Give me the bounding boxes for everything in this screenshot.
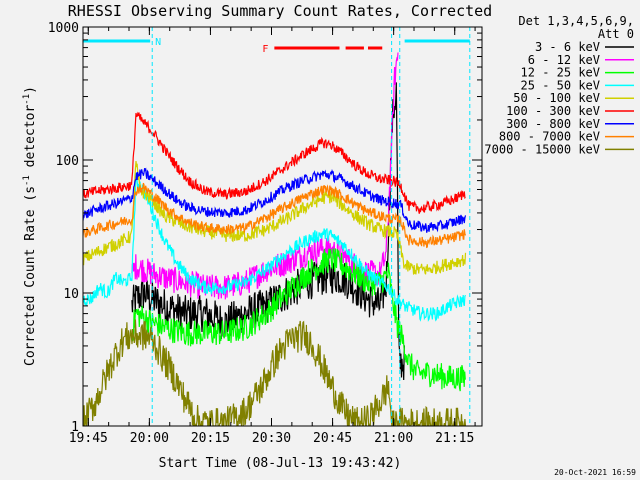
y-tick-label-2: 10 xyxy=(63,287,79,302)
x-tick-label-6: 21:00 xyxy=(374,431,413,446)
chart-title: RHESSI Observing Summary Count Rates, Co… xyxy=(68,2,492,20)
x-axis-label: Start Time (08-Jul-13 19:43:42) xyxy=(159,456,402,471)
legend-label-3: 12 - 25 keV xyxy=(521,66,600,80)
plot-content: NF xyxy=(83,27,471,426)
y-axis-label: Corrected Count Rate (s-1 detector-1) xyxy=(22,86,38,366)
flag-label-N: N xyxy=(155,37,161,48)
legend-label-4: 25 - 50 keV xyxy=(521,78,600,92)
series-line-7 xyxy=(83,167,467,233)
x-tick-label-7: 21:15 xyxy=(435,431,474,446)
legend-label-5: 50 - 100 keV xyxy=(513,91,600,105)
generation-date: 20-Oct-2021 16:59 xyxy=(554,468,636,477)
y-tick-label-3: 100 xyxy=(56,154,79,169)
legend-label-1: 3 - 6 keV xyxy=(535,40,600,54)
series-line-9 xyxy=(83,319,467,426)
x-tick-label-3: 20:15 xyxy=(191,431,230,446)
legend-label-8: 800 - 7000 keV xyxy=(499,130,600,144)
legend-label-7: 300 - 800 keV xyxy=(506,117,600,131)
legend-label-9: 7000 - 15000 keV xyxy=(484,142,600,156)
y-tick-label-1: 1 xyxy=(71,420,79,435)
plot-frame xyxy=(82,26,483,427)
legend-label-2: 6 - 12 keV xyxy=(528,53,600,67)
legend-label-6: 100 - 300 keV xyxy=(506,104,600,118)
series-line-3 xyxy=(131,248,466,392)
x-tick-label-5: 20:45 xyxy=(313,431,352,446)
series-line-8 xyxy=(83,182,467,249)
x-tick-label-4: 20:30 xyxy=(252,431,291,446)
x-tick-label-1: 19:45 xyxy=(69,431,108,446)
flag-label-F: F xyxy=(262,44,268,55)
y-tick-label-4: 1000 xyxy=(48,21,79,36)
legend-header-detectors: Det 1,3,4,5,6,9, xyxy=(518,14,634,28)
legend-header-attenuator: Att 0 xyxy=(598,27,634,41)
x-tick-label-2: 20:00 xyxy=(130,431,169,446)
axes: 19:45 20:00 20:15 20:30 20:45 21:00 21:15 1 10 10… xyxy=(48,21,482,446)
series-line-6 xyxy=(83,111,466,214)
